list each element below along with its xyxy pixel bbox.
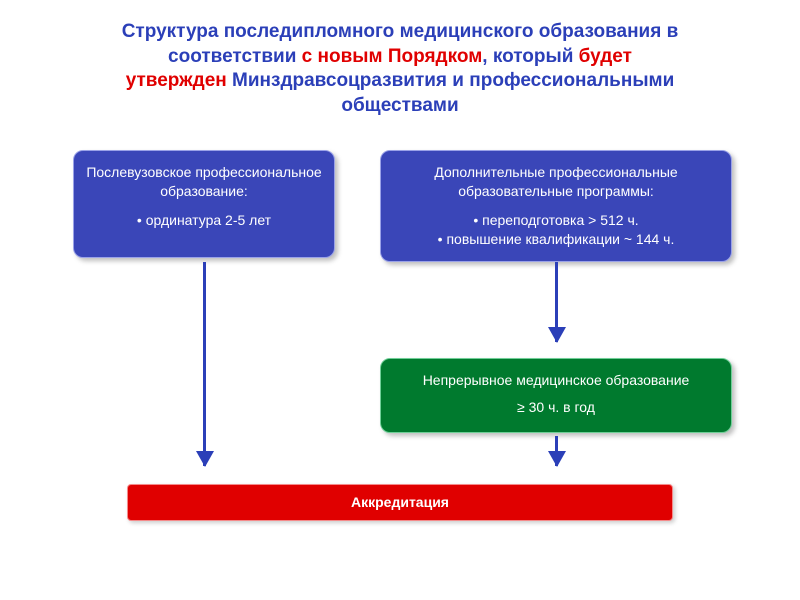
box1-item1: • ординатура 2-5 лет bbox=[84, 211, 324, 230]
box1-heading: Послевузовское профессиональное образова… bbox=[84, 163, 324, 201]
title-text-4: обществами bbox=[341, 95, 458, 116]
arrow-right-lower bbox=[555, 436, 558, 466]
box-additional-programs: Дополнительные профессиональные образова… bbox=[380, 150, 732, 262]
box-postgrad-education: Послевузовское профессиональное образова… bbox=[73, 150, 335, 258]
box2-heading: Дополнительные профессиональные образова… bbox=[391, 163, 721, 201]
slide-title: Структура последипломного медицинского о… bbox=[0, 0, 800, 129]
box2-item1: • переподготовка > 512 ч. bbox=[391, 211, 721, 230]
box3-item1: ≥ 30 ч. в год bbox=[391, 398, 721, 417]
box3-heading: Непрерывное медицинское образование bbox=[391, 371, 721, 390]
title-text-2red: с новым Порядком bbox=[302, 46, 483, 67]
arrow-left bbox=[203, 262, 206, 466]
box-continuous-education: Непрерывное медицинское образование ≥ 30… bbox=[380, 358, 732, 433]
box-accreditation: Аккредитация bbox=[127, 484, 673, 521]
title-text-1: Структура последипломного медицинского о… bbox=[122, 21, 679, 42]
title-text-2red2: будет bbox=[579, 46, 632, 67]
box2-item2: • повышение квалификации ~ 144 ч. bbox=[391, 230, 721, 249]
title-text-3a: Минздравсоцразвития и профессиональными bbox=[227, 70, 675, 91]
title-text-3red: утвержден bbox=[126, 70, 227, 91]
title-text-2b: , который bbox=[482, 46, 578, 67]
box4-label: Аккредитация bbox=[351, 494, 449, 510]
title-text-2a: соответствии bbox=[168, 46, 302, 67]
arrow-right-upper bbox=[555, 262, 558, 342]
